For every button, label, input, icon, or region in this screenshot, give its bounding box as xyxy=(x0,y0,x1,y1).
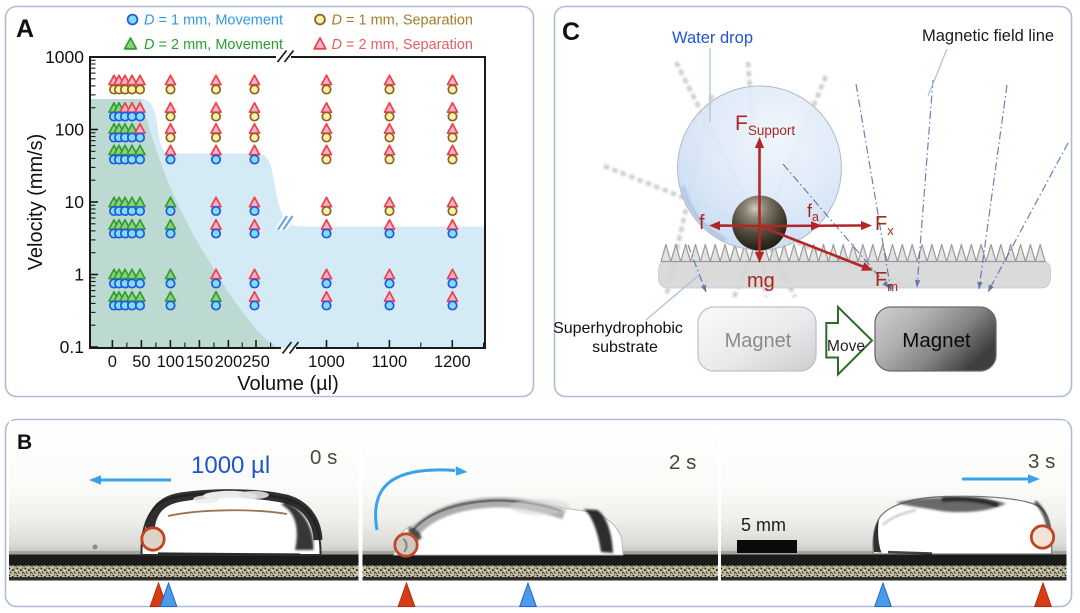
svg-text:250: 250 xyxy=(242,353,270,371)
svg-text:150: 150 xyxy=(186,353,214,371)
svg-text:Velocity (mm/s): Velocity (mm/s) xyxy=(25,134,47,271)
svg-text:1100: 1100 xyxy=(372,353,407,371)
svg-text:2 s: 2 s xyxy=(669,451,696,474)
svg-text:0 s: 0 s xyxy=(310,446,337,469)
svg-text:5 mm: 5 mm xyxy=(741,515,786,535)
svg-text:1000: 1000 xyxy=(308,353,345,371)
svg-text:1200: 1200 xyxy=(434,353,471,371)
svg-text:100: 100 xyxy=(157,353,185,371)
svg-text:3 s: 3 s xyxy=(1028,450,1055,473)
svg-text:D = 2 mm, Separation: D = 2 mm, Separation xyxy=(332,37,473,53)
svg-text:f: f xyxy=(699,212,705,234)
svg-text:Water drop: Water drop xyxy=(672,29,753,47)
svg-text:C: C xyxy=(562,18,580,46)
svg-text:200: 200 xyxy=(215,353,243,371)
svg-text:0: 0 xyxy=(108,353,117,371)
svg-text:10: 10 xyxy=(65,192,85,212)
svg-text:1000 µl: 1000 µl xyxy=(191,452,270,479)
svg-text:Magnet: Magnet xyxy=(902,329,971,352)
svg-text:D = 2 mm, Movement: D = 2 mm, Movement xyxy=(144,37,283,53)
svg-text:Volume (µl): Volume (µl) xyxy=(237,373,339,395)
svg-text:Magnetic field line: Magnetic field line xyxy=(922,27,1054,45)
svg-text:1: 1 xyxy=(74,265,84,285)
svg-text:0.1: 0.1 xyxy=(60,337,84,357)
svg-text:substrate: substrate xyxy=(592,339,658,356)
svg-text:100: 100 xyxy=(55,120,84,140)
svg-text:Magnet: Magnet xyxy=(725,330,792,352)
svg-text:A: A xyxy=(16,15,34,43)
svg-text:D = 1 mm, Separation: D = 1 mm, Separation xyxy=(332,13,473,29)
svg-text:mg: mg xyxy=(747,270,775,292)
svg-text:50: 50 xyxy=(132,353,150,371)
svg-text:Move: Move xyxy=(827,338,865,355)
svg-text:B: B xyxy=(17,431,32,454)
svg-text:D = 1 mm, Movement: D = 1 mm, Movement xyxy=(144,13,283,29)
svg-text:Superhydrophobic: Superhydrophobic xyxy=(553,320,683,337)
svg-text:1000: 1000 xyxy=(45,47,84,67)
